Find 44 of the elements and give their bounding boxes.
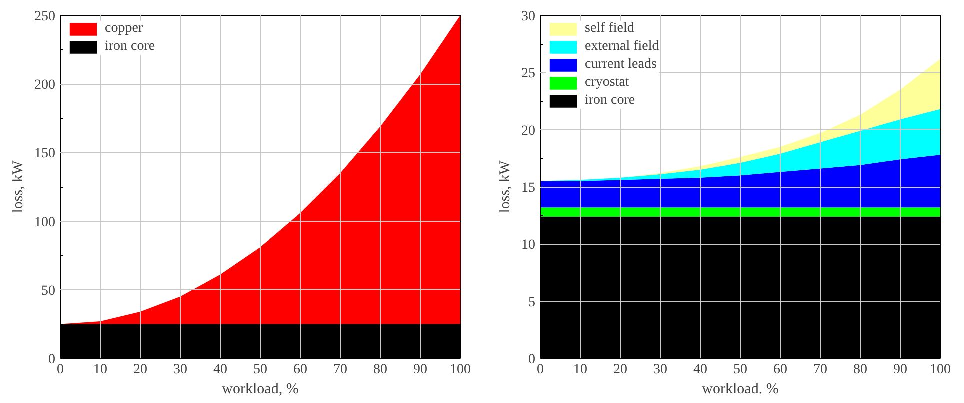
legend-label: self field xyxy=(585,21,634,37)
x-tick-label: 20 xyxy=(614,362,628,378)
y-tick-label: 15 xyxy=(522,181,536,196)
x-tick-label: 60 xyxy=(294,362,308,378)
x-tick-label: 40 xyxy=(214,362,228,378)
x-tick-label: 50 xyxy=(254,362,268,378)
x-tick-label: 80 xyxy=(374,362,388,378)
y-tick-label: 25 xyxy=(522,66,536,82)
y-tick-label: 20 xyxy=(522,124,536,139)
y-tick-label: 0 xyxy=(528,352,536,368)
legend-label: copper xyxy=(105,21,144,37)
x-tick-label: 50 xyxy=(734,362,748,378)
y-tick-label: 50 xyxy=(42,284,56,299)
x-tick-label: 100 xyxy=(930,362,951,378)
x-tick-label: 10 xyxy=(574,362,588,378)
legend-label: external field xyxy=(585,39,660,55)
x-tick-label: 20 xyxy=(134,362,148,378)
x-axis-title: workload, % xyxy=(222,382,299,398)
x-tick-label: 70 xyxy=(814,362,828,378)
x-tick-label: 80 xyxy=(854,362,868,378)
legend-label: iron core xyxy=(105,39,156,55)
y-tick-label: 200 xyxy=(34,78,56,94)
y-axis-title: loss, kW xyxy=(498,160,514,214)
x-tick-label: 40 xyxy=(694,362,708,378)
y-tick-label: 10 xyxy=(522,238,536,254)
x-tick-label: 90 xyxy=(894,362,908,378)
y-axis-title: loss, kW xyxy=(10,160,26,214)
y-tick-label: 100 xyxy=(34,215,56,230)
legend-label: cryostat xyxy=(585,75,630,91)
legend-label: current leads xyxy=(585,57,657,73)
legend-label: iron core xyxy=(585,93,636,109)
y-tick-label: 150 xyxy=(34,146,56,162)
x-tick-label: 90 xyxy=(414,362,428,378)
y-tick-label: 5 xyxy=(528,295,536,310)
x-tick-label: 30 xyxy=(174,362,188,378)
x-tick-label: 30 xyxy=(654,362,668,378)
y-tick-label: 250 xyxy=(34,10,56,24)
y-tick-label: 30 xyxy=(522,10,536,24)
x-tick-label: 60 xyxy=(774,362,788,378)
x-tick-label: 10 xyxy=(94,362,108,378)
x-axis-title: workload. % xyxy=(702,382,779,398)
x-tick-label: 100 xyxy=(450,362,471,378)
x-tick-label: 70 xyxy=(334,362,348,378)
y-tick-label: 0 xyxy=(48,352,56,368)
